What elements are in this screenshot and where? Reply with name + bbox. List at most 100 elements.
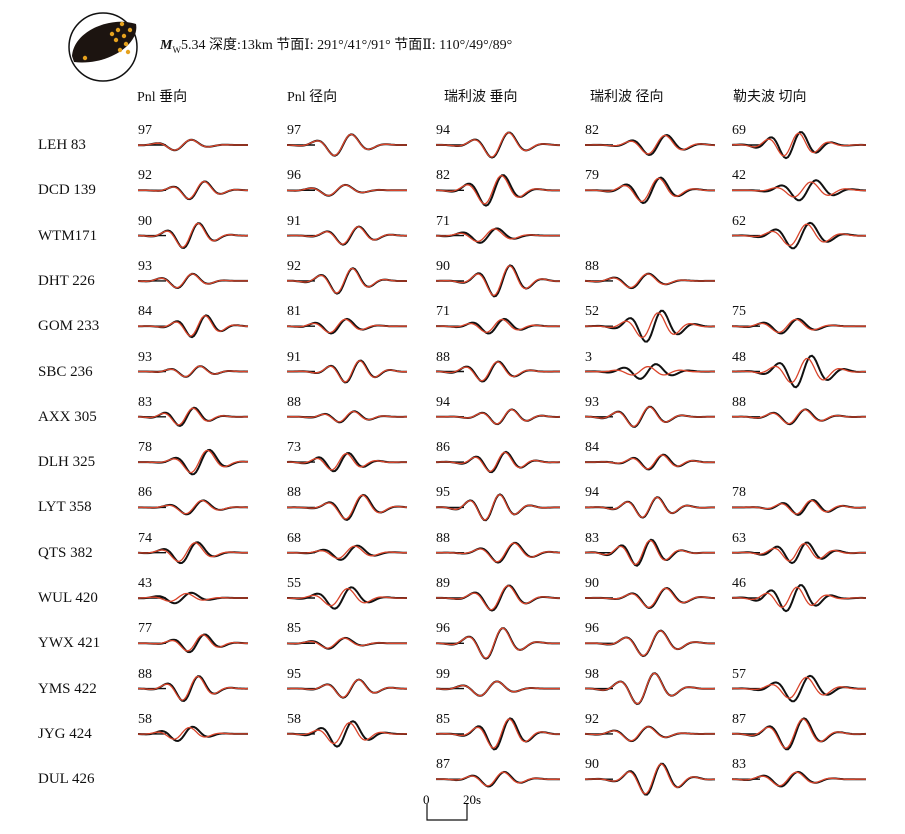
correlation-value: 92	[138, 168, 152, 184]
correlation-value: 90	[436, 258, 450, 274]
correlation-value: 95	[436, 485, 450, 501]
beachball	[68, 12, 138, 82]
station-label: YWX 421	[38, 635, 101, 652]
scale-end: 20s	[463, 792, 482, 807]
synthetic-trace	[731, 318, 866, 334]
synthetic-trace	[585, 177, 715, 203]
synthetic-trace	[138, 726, 248, 740]
station-label: GOM 233	[38, 318, 100, 335]
correlation-value: 58	[287, 711, 301, 727]
correlation-value: 63	[732, 530, 746, 546]
synthetic-trace	[287, 267, 408, 294]
synthetic-trace	[732, 181, 866, 198]
synthetic-trace	[584, 273, 715, 289]
synthetic-trace	[585, 454, 715, 470]
correlation-value: 75	[732, 304, 746, 320]
synthetic-trace	[138, 365, 248, 378]
observed-trace	[436, 584, 560, 612]
synthetic-trace	[436, 585, 560, 611]
station-label: DCD 139	[38, 182, 96, 199]
synthetic-trace	[138, 675, 248, 701]
synthetic-trace	[287, 226, 407, 245]
synthetic-trace	[436, 542, 561, 563]
correlation-value: 3	[585, 349, 592, 365]
correlation-value: 90	[138, 213, 152, 229]
correlation-value: 93	[585, 394, 599, 410]
station-mark	[117, 47, 123, 53]
correlation-value: 83	[585, 530, 599, 546]
station-label: WUL 420	[38, 590, 98, 606]
station-mark	[119, 21, 125, 27]
synthetic-trace	[436, 265, 560, 297]
station-label: DLH 325	[38, 454, 96, 471]
correlation-value: 95	[287, 666, 301, 682]
synthetic-trace	[585, 406, 715, 428]
synthetic-trace	[287, 587, 407, 607]
station-label: LEH 83	[38, 137, 86, 153]
synthetic-trace	[584, 726, 715, 742]
correlation-value: 87	[732, 711, 746, 727]
synthetic-trace	[436, 228, 560, 243]
synthetic-trace	[138, 222, 248, 248]
correlation-value: 88	[732, 394, 746, 410]
synthetic-trace	[731, 771, 866, 787]
station-label: SBC 236	[38, 363, 93, 380]
synthetic-trace	[585, 672, 716, 705]
synthetic-trace	[287, 452, 407, 471]
correlation-value: 69	[732, 123, 746, 138]
column-title-love-tangential: 勒夫波 切向	[733, 90, 807, 105]
correlation-value: 85	[436, 711, 450, 727]
station-marks	[82, 21, 133, 61]
column-title-pnl-vertical: Pnl 垂向	[137, 90, 188, 105]
synthetic-trace	[138, 449, 249, 474]
correlation-value: 99	[436, 666, 450, 682]
correlation-value: 98	[585, 666, 599, 682]
synthetic-trace	[731, 409, 866, 425]
correlation-value: 93	[138, 349, 152, 365]
correlation-value: 88	[287, 485, 301, 501]
correlation-value: 78	[732, 485, 746, 501]
correlation-value: 82	[436, 168, 450, 184]
correlation-value: 83	[732, 757, 746, 773]
synthetic-trace	[585, 366, 715, 376]
station-label: AXX 305	[38, 408, 97, 425]
synthetic-trace	[731, 223, 866, 247]
correlation-value: 84	[138, 304, 152, 320]
correlation-value: 88	[436, 530, 450, 546]
correlation-value: 74	[138, 530, 152, 546]
station-label: LYT 358	[38, 499, 92, 516]
correlation-value: 92	[287, 258, 301, 274]
synthetic-trace	[137, 542, 248, 563]
synthetic-trace	[585, 134, 715, 155]
synthetic-trace	[138, 180, 248, 200]
correlation-value: 94	[436, 394, 450, 410]
synthetic-trace	[137, 273, 248, 289]
observed-trace	[584, 363, 715, 380]
correlation-value: 94	[436, 123, 450, 138]
synthetic-trace	[436, 408, 561, 425]
correlation-value: 71	[436, 213, 450, 229]
synthetic-trace	[435, 451, 560, 473]
synthetic-trace	[732, 357, 867, 384]
correlation-value: 71	[436, 304, 450, 320]
observed-trace	[731, 674, 867, 703]
synthetic-trace	[287, 679, 407, 699]
correlation-value: 48	[732, 349, 746, 365]
synthetic-trace	[435, 680, 560, 697]
correlation-value: 62	[732, 213, 746, 229]
correlation-value: 84	[585, 440, 599, 456]
synthetic-trace	[732, 718, 867, 750]
correlation-value: 43	[138, 576, 152, 591]
correlation-value: 91	[287, 213, 301, 229]
synthetic-trace	[286, 133, 407, 157]
correlation-value: 46	[732, 576, 746, 591]
correlation-value: 83	[138, 394, 152, 410]
column-title-rayleigh-vertical: 瑞利波 垂向	[444, 90, 518, 105]
observed-trace	[585, 629, 715, 658]
synthetic-trace	[731, 586, 866, 609]
correlation-value: 88	[585, 258, 599, 274]
synthetic-trace	[585, 496, 715, 518]
correlation-value: 88	[138, 666, 152, 682]
synthetic-trace	[286, 318, 407, 334]
